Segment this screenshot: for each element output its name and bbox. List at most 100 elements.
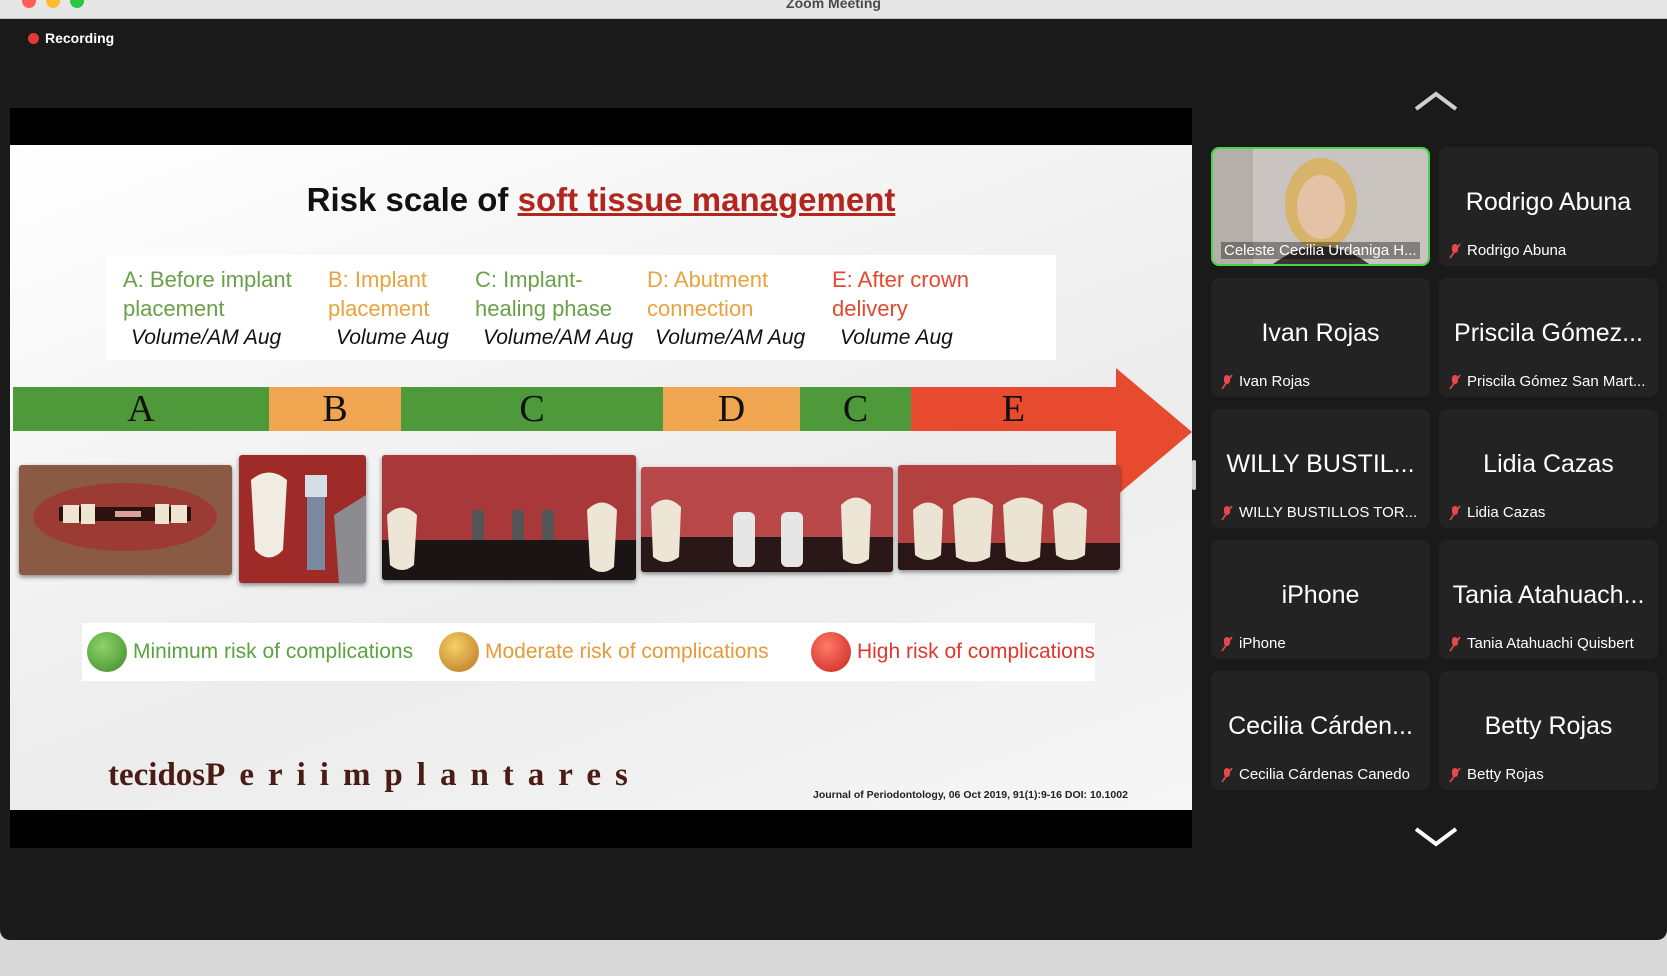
- stage-b: B: Implant placement Volume Aug: [328, 265, 468, 352]
- legend-moderate-risk: Moderate risk of complications: [484, 640, 769, 663]
- participant-name: Rodrigo Abuna: [1467, 242, 1567, 259]
- recording-indicator[interactable]: Recording: [28, 30, 114, 46]
- participant-tile[interactable]: Betty Rojas Betty Rojas: [1439, 671, 1658, 790]
- timeline-arrow-icon: [1116, 368, 1192, 496]
- participant-name: Ivan Rojas: [1239, 373, 1310, 390]
- participant-tile[interactable]: iPhone iPhone: [1211, 540, 1430, 659]
- participant-tile[interactable]: Lidia Cazas Lidia Cazas: [1439, 409, 1658, 528]
- participant-display-name: iPhone: [1281, 581, 1360, 609]
- participant-label: Celeste Cecilia Urdaniga H...: [1221, 242, 1420, 259]
- risk-timeline: A B C D C E: [13, 368, 1192, 507]
- participant-tile[interactable]: Celeste Cecilia Urdaniga H...: [1211, 147, 1430, 266]
- timeline-segment: C: [800, 387, 911, 431]
- mic-muted-icon: [1221, 374, 1233, 389]
- participant-display-name: Priscila Gómez...: [1454, 319, 1643, 347]
- maximize-window-button[interactable]: [70, 0, 84, 8]
- stage-sub: Volume Aug: [336, 326, 449, 349]
- participant-tile[interactable]: Tania Atahuach... Tania Atahuachi Quisbe…: [1439, 540, 1658, 659]
- minimum-risk-ball-icon: [87, 632, 127, 672]
- abutment-image: [641, 467, 893, 572]
- slide-brand: tecidosPeriimplantares: [108, 757, 642, 794]
- participant-name: WILLY BUSTILLOS TOR...: [1239, 504, 1418, 521]
- mic-muted-icon: [1221, 505, 1233, 520]
- participant-name: Cecilia Cárdenas Canedo: [1239, 766, 1410, 783]
- mic-muted-icon: [1449, 243, 1461, 258]
- participant-tile[interactable]: Cecilia Cárden... Cecilia Cárdenas Caned…: [1211, 671, 1430, 790]
- stage-e: E: After crown delivery Volume Aug: [832, 265, 997, 352]
- slide-title: Risk scale of soft tissue management: [10, 181, 1192, 219]
- stage-title: C: Implant-healing phase: [475, 267, 613, 321]
- record-dot-icon: [28, 32, 39, 44]
- risk-legend: Minimum risk of complications Moderate r…: [82, 623, 1095, 681]
- participant-display-name: Ivan Rojas: [1261, 319, 1380, 347]
- participant-label: iPhone: [1221, 635, 1286, 652]
- participant-label: Ivan Rojas: [1221, 373, 1310, 390]
- stage-title: A: Before implant placement: [123, 267, 292, 321]
- clinical-photo-e: [898, 465, 1120, 570]
- clinical-photo-a: [19, 465, 232, 575]
- participant-tile[interactable]: Ivan Rojas Ivan Rojas: [1211, 278, 1430, 397]
- participant-label: Rodrigo Abuna: [1449, 242, 1566, 259]
- crown-image: [898, 465, 1120, 570]
- smile-image: [19, 465, 232, 575]
- participant-name: Celeste Cecilia Urdaniga H...: [1224, 242, 1417, 259]
- brand-word: Periimplantares: [205, 757, 642, 793]
- mic-muted-icon: [1221, 636, 1233, 651]
- timeline-segment: E: [911, 387, 1116, 431]
- participant-tile[interactable]: Rodrigo Abuna Rodrigo Abuna: [1439, 147, 1658, 266]
- moderate-risk-ball-icon: [438, 632, 479, 672]
- stage-sub: Volume Aug: [840, 326, 953, 349]
- stage-sub: Volume/AM Aug: [483, 326, 634, 349]
- participant-name: iPhone: [1239, 635, 1286, 652]
- high-risk-ball-icon: [810, 632, 851, 672]
- participant-label: Tania Atahuachi Quisbert: [1449, 635, 1634, 652]
- participant-name: Priscila Gómez San Mart...: [1467, 373, 1646, 390]
- participant-display-name: Lidia Cazas: [1483, 450, 1614, 478]
- title-bar: Zoom Meeting: [0, 0, 1667, 19]
- slide-title-prefix: Risk scale of: [306, 181, 518, 218]
- participant-name: Lidia Cazas: [1467, 504, 1546, 521]
- healing-image: [382, 455, 636, 580]
- participant-name: Tania Atahuachi Quisbert: [1467, 635, 1634, 652]
- legend-minimum-risk: Minimum risk of complications: [133, 640, 414, 663]
- chevron-down-icon[interactable]: [1413, 826, 1459, 848]
- participant-display-name: Betty Rojas: [1484, 712, 1613, 740]
- participant-label: WILLY BUSTILLOS TOR...: [1221, 504, 1417, 521]
- clinical-photo-d: [641, 467, 893, 572]
- participant-tile[interactable]: Priscila Gómez... Priscila Gómez San Mar…: [1439, 278, 1658, 397]
- participant-display-name: Cecilia Cárden...: [1228, 712, 1413, 740]
- mic-muted-icon: [1449, 636, 1461, 651]
- slide-citation: Journal of Periodontology, 06 Oct 2019, …: [813, 789, 1128, 801]
- participant-label: Priscila Gómez San Mart...: [1449, 373, 1645, 390]
- stage-title: E: After crown delivery: [832, 267, 969, 321]
- zoom-window: Zoom Meeting Recording Risk scale of sof…: [0, 0, 1667, 940]
- timeline-segment: D: [663, 387, 800, 431]
- stage-sub: Volume/AM Aug: [655, 326, 806, 349]
- close-window-button[interactable]: [22, 0, 36, 8]
- stage-labels-background: [106, 255, 1056, 360]
- timeline-segment: B: [269, 387, 401, 431]
- stage-title: B: Implant placement: [328, 267, 430, 321]
- mic-muted-icon: [1221, 767, 1233, 782]
- clinical-photo-c: [382, 455, 636, 580]
- participant-label: Cecilia Cárdenas Canedo: [1221, 766, 1410, 783]
- minimize-window-button[interactable]: [46, 0, 60, 8]
- mic-muted-icon: [1449, 505, 1461, 520]
- chevron-up-icon[interactable]: [1413, 90, 1459, 112]
- desktop-background: [0, 940, 1667, 976]
- participant-label: Lidia Cazas: [1449, 504, 1545, 521]
- panel-resize-handle[interactable]: [1192, 460, 1196, 490]
- mic-muted-icon: [1449, 374, 1461, 389]
- implant-image: [239, 455, 366, 583]
- participant-tile[interactable]: WILLY BUSTIL... WILLY BUSTILLOS TOR...: [1211, 409, 1430, 528]
- slide-title-highlight: soft tissue management: [517, 181, 896, 218]
- participant-label: Betty Rojas: [1449, 766, 1544, 783]
- stage-title: D: Abutment connection: [647, 267, 769, 321]
- participant-display-name: Rodrigo Abuna: [1465, 188, 1632, 216]
- mic-muted-icon: [1449, 767, 1461, 782]
- participant-name: Betty Rojas: [1467, 766, 1544, 783]
- stage-d: D: Abutment connection Volume/AM Aug: [647, 265, 822, 352]
- presentation-slide: Risk scale of soft tissue management A: …: [10, 145, 1192, 810]
- stage-c: C: Implant-healing phase Volume/AM Aug: [475, 265, 640, 352]
- window-title: Zoom Meeting: [786, 0, 881, 11]
